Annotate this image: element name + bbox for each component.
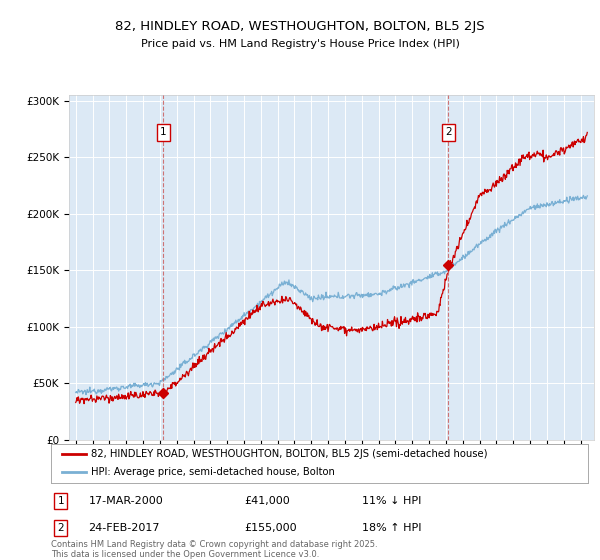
Text: 82, HINDLEY ROAD, WESTHOUGHTON, BOLTON, BL5 2JS (semi-detached house): 82, HINDLEY ROAD, WESTHOUGHTON, BOLTON, … [91, 449, 488, 459]
Text: 1: 1 [58, 496, 64, 506]
Text: HPI: Average price, semi-detached house, Bolton: HPI: Average price, semi-detached house,… [91, 467, 335, 477]
Text: 2: 2 [445, 128, 452, 137]
Text: 2: 2 [58, 523, 64, 533]
Text: 82, HINDLEY ROAD, WESTHOUGHTON, BOLTON, BL5 2JS: 82, HINDLEY ROAD, WESTHOUGHTON, BOLTON, … [115, 20, 485, 32]
Text: Contains HM Land Registry data © Crown copyright and database right 2025.
This d: Contains HM Land Registry data © Crown c… [51, 540, 377, 559]
Text: 1: 1 [160, 128, 167, 137]
Text: Price paid vs. HM Land Registry's House Price Index (HPI): Price paid vs. HM Land Registry's House … [140, 39, 460, 49]
Text: 17-MAR-2000: 17-MAR-2000 [89, 496, 163, 506]
Text: 18% ↑ HPI: 18% ↑ HPI [362, 523, 422, 533]
Text: £155,000: £155,000 [244, 523, 297, 533]
Text: 11% ↓ HPI: 11% ↓ HPI [362, 496, 422, 506]
Text: 24-FEB-2017: 24-FEB-2017 [89, 523, 160, 533]
Text: £41,000: £41,000 [244, 496, 290, 506]
